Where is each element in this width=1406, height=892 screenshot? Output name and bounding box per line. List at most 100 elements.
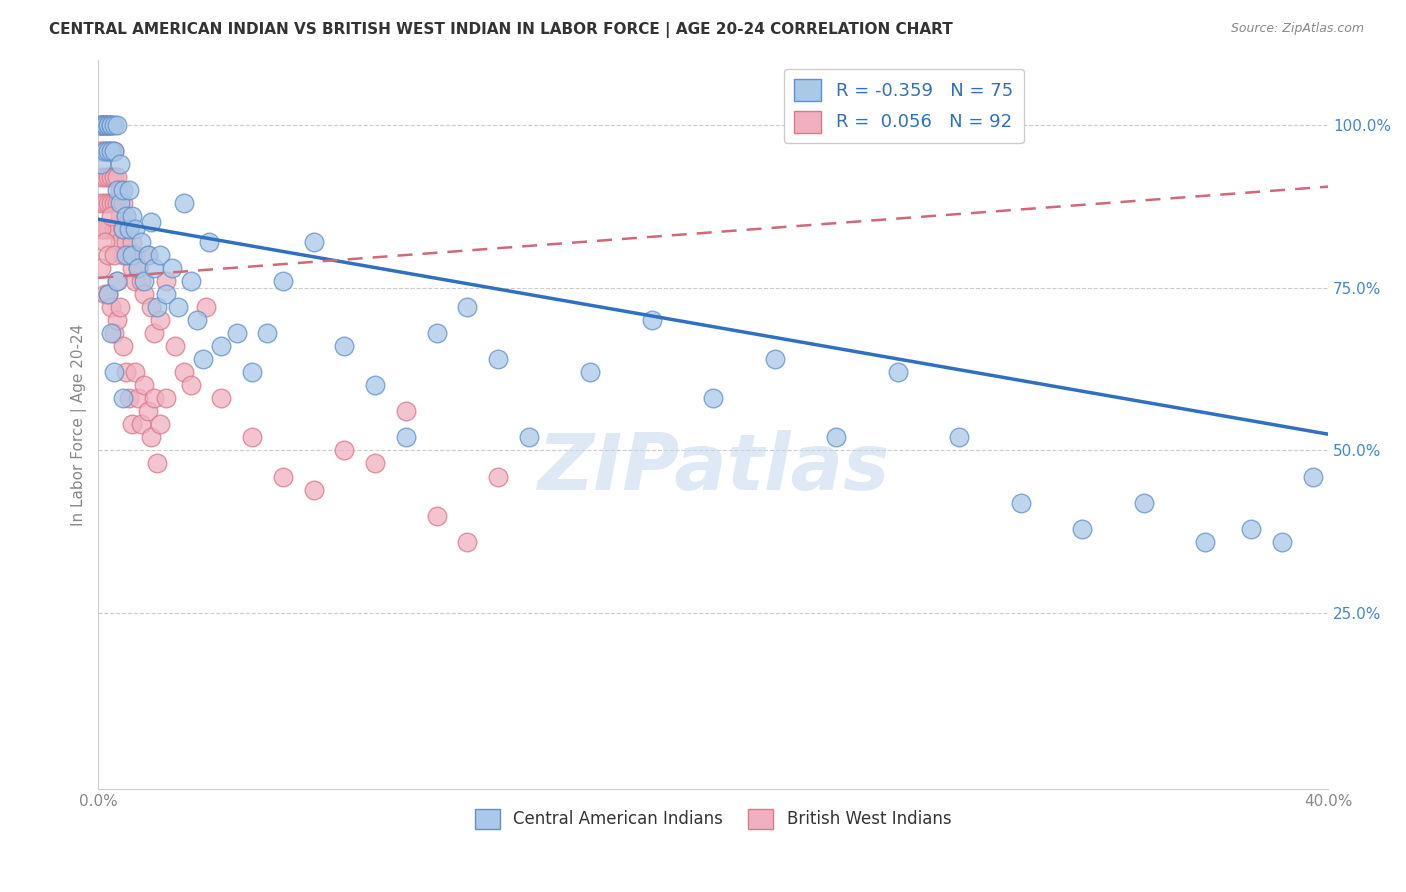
Text: CENTRAL AMERICAN INDIAN VS BRITISH WEST INDIAN IN LABOR FORCE | AGE 20-24 CORREL: CENTRAL AMERICAN INDIAN VS BRITISH WEST … bbox=[49, 22, 953, 38]
Point bbox=[139, 215, 162, 229]
Point bbox=[105, 183, 128, 197]
Point bbox=[103, 144, 125, 158]
Point bbox=[105, 118, 128, 132]
Point bbox=[186, 313, 208, 327]
Point bbox=[641, 313, 664, 327]
Point bbox=[139, 300, 162, 314]
Point bbox=[93, 118, 115, 132]
Point bbox=[93, 169, 115, 184]
Point bbox=[97, 222, 120, 236]
Point bbox=[702, 392, 724, 406]
Point bbox=[111, 183, 134, 197]
Point bbox=[97, 248, 120, 262]
Point bbox=[1194, 534, 1216, 549]
Point bbox=[90, 261, 112, 276]
Point bbox=[118, 183, 141, 197]
Point bbox=[97, 118, 120, 132]
Point bbox=[121, 209, 143, 223]
Point bbox=[425, 326, 447, 341]
Point bbox=[136, 248, 159, 262]
Point bbox=[97, 144, 120, 158]
Point bbox=[111, 222, 134, 236]
Point bbox=[225, 326, 247, 341]
Point bbox=[93, 235, 115, 249]
Point bbox=[1071, 522, 1094, 536]
Point bbox=[103, 144, 125, 158]
Point bbox=[100, 300, 122, 314]
Text: Source: ZipAtlas.com: Source: ZipAtlas.com bbox=[1230, 22, 1364, 36]
Point bbox=[271, 274, 294, 288]
Point bbox=[105, 195, 128, 210]
Point bbox=[111, 392, 134, 406]
Point bbox=[118, 222, 141, 236]
Point bbox=[90, 118, 112, 132]
Point bbox=[134, 378, 156, 392]
Point bbox=[111, 195, 134, 210]
Point bbox=[90, 169, 112, 184]
Point bbox=[124, 365, 146, 379]
Point bbox=[105, 274, 128, 288]
Point bbox=[90, 144, 112, 158]
Point bbox=[155, 287, 177, 301]
Point bbox=[97, 169, 120, 184]
Point bbox=[121, 261, 143, 276]
Point bbox=[103, 169, 125, 184]
Legend: Central American Indians, British West Indians: Central American Indians, British West I… bbox=[468, 802, 957, 836]
Point bbox=[97, 144, 120, 158]
Point bbox=[131, 417, 153, 432]
Point bbox=[90, 195, 112, 210]
Point bbox=[271, 469, 294, 483]
Point bbox=[100, 326, 122, 341]
Point bbox=[194, 300, 217, 314]
Point bbox=[149, 248, 172, 262]
Point bbox=[111, 248, 134, 262]
Point bbox=[302, 483, 325, 497]
Point bbox=[486, 469, 509, 483]
Point bbox=[100, 118, 122, 132]
Point bbox=[456, 534, 478, 549]
Point bbox=[97, 195, 120, 210]
Point bbox=[105, 274, 128, 288]
Point bbox=[167, 300, 190, 314]
Point bbox=[131, 274, 153, 288]
Point bbox=[333, 339, 356, 353]
Point bbox=[136, 248, 159, 262]
Point bbox=[115, 248, 138, 262]
Point bbox=[127, 261, 149, 276]
Point bbox=[115, 235, 138, 249]
Point bbox=[517, 430, 540, 444]
Point bbox=[108, 183, 131, 197]
Point bbox=[90, 157, 112, 171]
Point bbox=[127, 261, 149, 276]
Point bbox=[155, 392, 177, 406]
Point bbox=[115, 209, 138, 223]
Point bbox=[115, 209, 138, 223]
Point bbox=[155, 274, 177, 288]
Point bbox=[105, 222, 128, 236]
Point bbox=[108, 235, 131, 249]
Point bbox=[100, 195, 122, 210]
Point bbox=[486, 352, 509, 367]
Point bbox=[209, 392, 232, 406]
Point bbox=[93, 144, 115, 158]
Point bbox=[124, 248, 146, 262]
Point bbox=[180, 274, 202, 288]
Point bbox=[97, 287, 120, 301]
Point bbox=[100, 209, 122, 223]
Point bbox=[90, 118, 112, 132]
Point bbox=[240, 365, 263, 379]
Point bbox=[579, 365, 602, 379]
Point bbox=[1271, 534, 1294, 549]
Point bbox=[103, 222, 125, 236]
Point bbox=[93, 195, 115, 210]
Point bbox=[165, 339, 187, 353]
Point bbox=[103, 118, 125, 132]
Point bbox=[173, 365, 195, 379]
Point bbox=[425, 508, 447, 523]
Point bbox=[886, 365, 908, 379]
Point bbox=[1240, 522, 1263, 536]
Point bbox=[108, 300, 131, 314]
Point bbox=[90, 118, 112, 132]
Point bbox=[149, 313, 172, 327]
Point bbox=[124, 274, 146, 288]
